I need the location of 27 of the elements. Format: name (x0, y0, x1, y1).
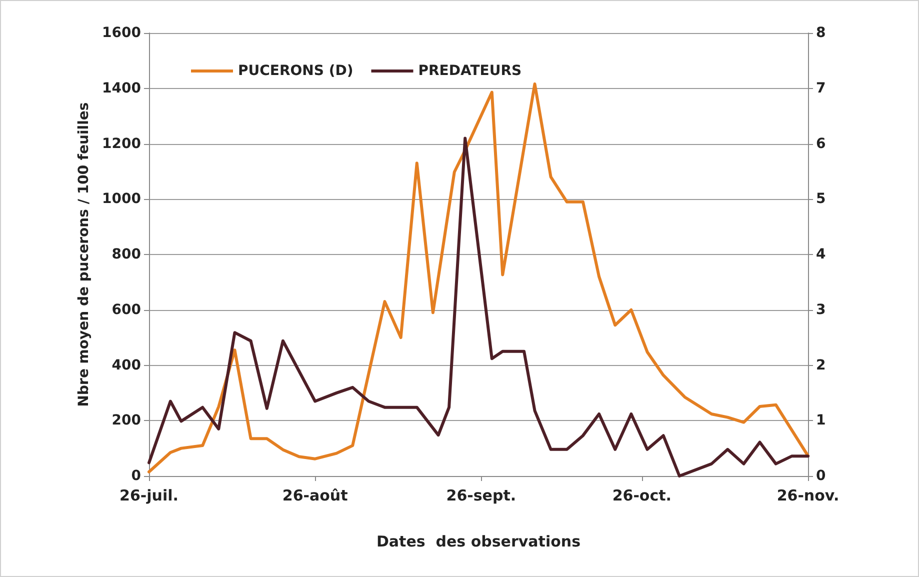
y2-tick-label: 6 (816, 136, 826, 152)
y2-tick-label: 8 (816, 25, 826, 41)
y-tick-label: 1000 (102, 191, 142, 208)
x-tick-label: 26-oct. (612, 486, 672, 504)
x-tick-label: 26-août (282, 486, 348, 504)
y2-tick-label: 0 (816, 468, 826, 484)
y-tick-label: 800 (112, 246, 142, 262)
y-tick-label: 400 (112, 357, 142, 374)
y-tick-label: 1600 (102, 25, 142, 41)
y-tick-label: 600 (112, 302, 142, 318)
x-tick-label: 26-juil. (120, 486, 178, 504)
y-tick-label: 1200 (102, 136, 142, 152)
y-axis-title: Nbre moyen de pucerons / 100 feuilles (76, 102, 92, 407)
y2-tick-label: 4 (816, 246, 826, 262)
x-tick-label: 26-nov. (776, 486, 840, 504)
legend-label: PREDATEURS (418, 63, 522, 79)
y2-tick-label: 3 (816, 302, 826, 318)
legend-label: PUCERONS (D) (238, 63, 354, 79)
x-axis-title: Dates des observations (376, 532, 581, 550)
y2-tick-label: 1 (816, 412, 826, 429)
y-tick-label: 200 (112, 412, 142, 429)
y-tick-label: 0 (131, 468, 142, 484)
y2-tick-label: 2 (816, 357, 826, 374)
x-tick-label: 26-sept. (446, 486, 516, 504)
y-tick-label: 1400 (102, 80, 142, 96)
y2-tick-label: 7 (816, 80, 826, 96)
y2-tick-label: 5 (816, 191, 826, 208)
